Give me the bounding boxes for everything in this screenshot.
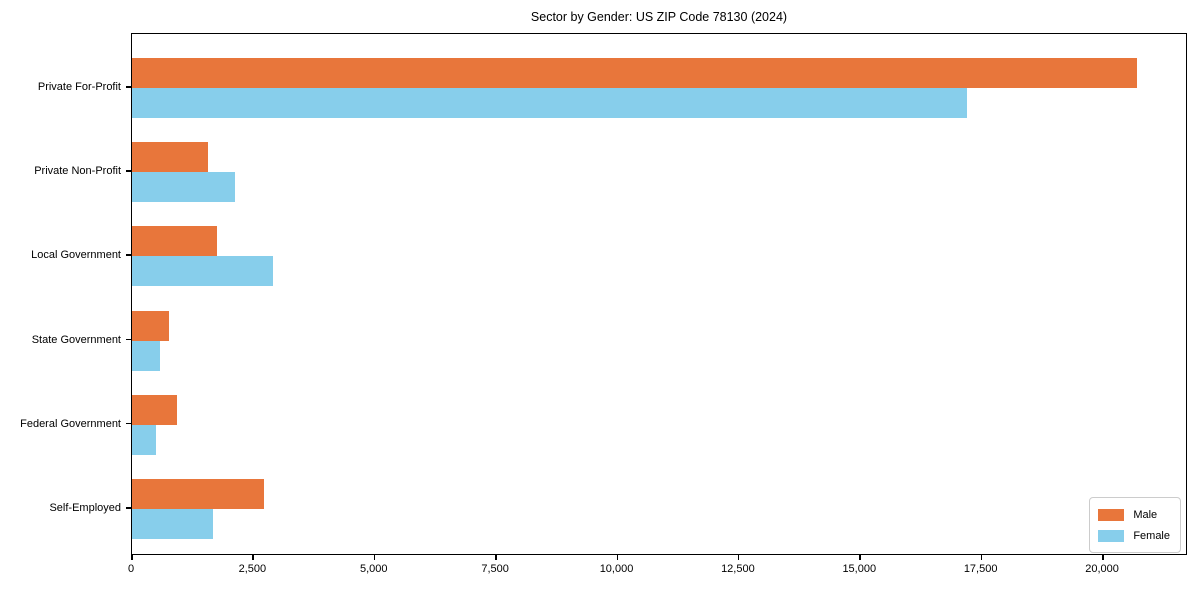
y-axis-label: Self-Employed [49, 502, 121, 514]
legend-label: Male [1133, 508, 1158, 521]
x-tick-mark [859, 555, 861, 560]
bar-female-5 [132, 509, 213, 539]
bar-male-4 [132, 394, 177, 425]
x-tick-mark [616, 555, 619, 560]
x-axis-tick-label: 10,000 [599, 563, 634, 575]
x-axis-tick-label: 2,500 [238, 563, 267, 575]
bar-female-1 [132, 172, 235, 203]
legend-label: Female [1133, 529, 1170, 542]
y-axis-label: Private Non-Profit [34, 165, 121, 178]
bar-male-0 [132, 58, 1137, 88]
x-tick-mark [980, 555, 983, 560]
legend: Male Female [1089, 497, 1181, 553]
legend-item-male: Male [1098, 504, 1170, 525]
x-axis-tick-label: 5,000 [359, 563, 388, 575]
y-tick-mark [126, 86, 131, 88]
chart-title: Sector by Gender: US ZIP Code 78130 (202… [530, 10, 788, 24]
bar-male-5 [132, 479, 264, 509]
y-tick-mark [126, 170, 131, 172]
x-axis-tick-label: 20,000 [1085, 563, 1119, 575]
bar-female-0 [132, 88, 967, 118]
x-axis-tick-label: 7,500 [481, 563, 509, 575]
bar-male-3 [132, 310, 169, 341]
x-axis-tick-label: 0 [127, 563, 135, 575]
y-tick-mark [126, 507, 131, 509]
legend-swatch-male [1098, 508, 1125, 521]
x-tick-mark [495, 555, 497, 560]
bar-female-4 [132, 424, 156, 455]
x-tick-mark [252, 555, 254, 560]
y-axis-label: State Government [31, 333, 121, 346]
y-axis-label: Local Government [31, 249, 121, 262]
x-tick-mark [131, 555, 133, 560]
bar-male-1 [132, 142, 208, 173]
y-tick-mark [126, 254, 131, 256]
x-axis-tick-label: 12,500 [721, 563, 755, 575]
x-tick-mark [1102, 555, 1104, 560]
bar-male-2 [132, 226, 217, 257]
legend-swatch-female [1098, 529, 1125, 542]
y-axis-label: Federal Government [20, 417, 121, 430]
bar-female-3 [132, 340, 160, 371]
bar-female-2 [132, 256, 273, 287]
x-axis-tick-label: 15,000 [842, 563, 877, 575]
plot-area [131, 33, 1187, 555]
legend-item-female: Female [1098, 525, 1170, 546]
x-tick-mark [373, 555, 376, 560]
y-tick-mark [126, 338, 131, 341]
x-axis-tick-label: 17,500 [963, 563, 998, 575]
x-tick-mark [737, 555, 740, 560]
y-tick-mark [126, 422, 131, 425]
y-axis-label: Private For-Profit [37, 81, 121, 93]
